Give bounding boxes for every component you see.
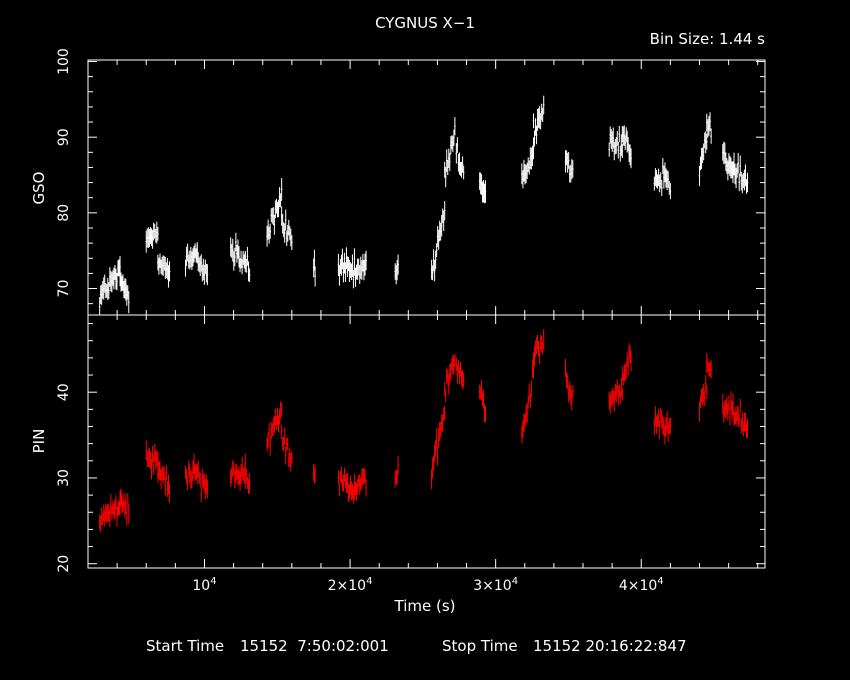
data-segment-pin-21: [608, 377, 624, 414]
x-tick-label: 104: [192, 576, 216, 594]
start-time-label: Start Time: [146, 637, 224, 655]
gso-ylabel: GSO: [30, 172, 48, 205]
data-segment-pin-11: [337, 466, 356, 504]
data-segment-pin-2: [145, 440, 159, 480]
data-segment-gso-20: [564, 150, 574, 183]
data-segment-gso-6: [229, 232, 247, 275]
data-segment-gso-3: [157, 253, 171, 288]
marks-layer: [98, 95, 749, 533]
data-segment-pin-8: [266, 401, 283, 456]
data-segment-gso-13: [394, 254, 399, 285]
chart-title: CYGNUS X−1: [375, 14, 475, 32]
x-tick-label: 3×104: [473, 576, 518, 594]
data-segment-gso-7: [244, 246, 251, 283]
data-segment-pin-26: [705, 353, 712, 379]
data-segment-pin-3: [157, 460, 171, 503]
y-tick-label: 70: [56, 280, 72, 298]
data-segment-pin-12: [353, 468, 367, 501]
data-segment-gso-12: [353, 250, 367, 287]
data-segment-gso-11: [337, 247, 356, 289]
data-segment-pin-6: [229, 453, 247, 491]
data-segment-gso-9: [280, 206, 293, 250]
data-segment-pin-4: [184, 453, 198, 491]
y-tick-label: 80: [56, 204, 72, 222]
data-segment-pin-18: [521, 360, 535, 444]
y-tick-label: 20: [56, 555, 72, 573]
data-segment-gso-0: [98, 256, 121, 315]
data-segment-pin-17: [478, 380, 487, 423]
panel-frame-pin: [87, 314, 766, 569]
data-segment-gso-2: [145, 221, 159, 253]
y-tick-label: 100: [56, 48, 72, 75]
data-segment-gso-14: [430, 201, 446, 282]
data-segment-gso-26: [705, 112, 712, 144]
y-tick-label: 30: [56, 469, 72, 487]
data-segment-pin-19: [532, 329, 545, 366]
data-segment-pin-9: [280, 424, 293, 472]
stop-time-label: Stop Time: [442, 637, 518, 655]
data-segment-gso-16: [455, 137, 465, 180]
data-segment-pin-27: [721, 391, 734, 426]
start-time-value: 15152 7:50:02:001: [240, 637, 389, 655]
data-segment-pin-16: [455, 357, 465, 390]
x-tick-label: 4×104: [619, 576, 664, 594]
data-segment-gso-4: [184, 243, 198, 277]
data-segment-gso-15: [443, 117, 456, 188]
data-segment-pin-25: [698, 374, 708, 422]
data-segment-pin-5: [196, 460, 209, 503]
data-segment-pin-1: [119, 488, 130, 527]
data-segment-pin-22: [621, 342, 632, 386]
data-segment-pin-20: [564, 358, 574, 411]
data-segment-gso-21: [608, 125, 624, 162]
x-tick-label: 2×104: [328, 576, 373, 594]
data-segment-gso-28: [732, 152, 749, 194]
data-segment-pin-23: [653, 406, 667, 445]
bin-size-label: Bin Size: 1.44 s: [650, 30, 766, 48]
data-segment-gso-25: [698, 131, 708, 187]
data-segment-gso-5: [196, 242, 209, 286]
data-segment-pin-7: [244, 468, 251, 495]
pin-ylabel: PIN: [30, 429, 48, 454]
data-segment-gso-1: [119, 265, 130, 314]
y-tick-label: 90: [56, 128, 72, 146]
stop-time-value: 15152 20:16:22:847: [533, 637, 687, 655]
data-segment-gso-17: [478, 172, 487, 204]
axes-layer: 70 80 90 100 20 30 40 104 2×104 3×104 4×104: [56, 48, 766, 594]
data-segment-gso-22: [621, 125, 632, 169]
data-segment-pin-28: [732, 398, 749, 439]
data-segment-pin-14: [430, 405, 446, 490]
data-segment-gso-18: [521, 137, 535, 189]
data-segment-gso-23: [653, 158, 667, 196]
data-segment-gso-27: [721, 141, 734, 184]
data-segment-pin-0: [98, 494, 121, 533]
data-segment-pin-24: [665, 411, 672, 443]
data-segment-gso-24: [665, 170, 672, 200]
y-tick-label: 40: [56, 383, 72, 401]
data-segment-pin-15: [443, 353, 456, 403]
data-segment-pin-13: [394, 456, 399, 488]
data-segment-pin-10: [312, 463, 316, 484]
data-segment-gso-10: [312, 249, 316, 287]
data-segment-gso-8: [266, 178, 283, 247]
data-segment-gso-19: [532, 95, 545, 147]
x-axis-label: Time (s): [394, 597, 456, 615]
